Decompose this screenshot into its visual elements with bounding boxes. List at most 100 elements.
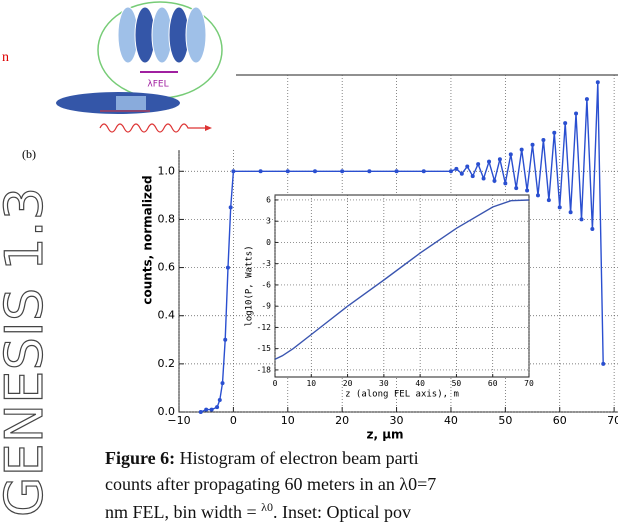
data-point [231,169,236,174]
data-point [519,147,524,152]
panel-label: (b) [22,147,36,161]
data-point [228,205,233,210]
data-point [223,337,228,342]
data-point [579,217,584,222]
data-point [525,188,530,193]
y-tick-label: 0.4 [158,309,176,322]
data-point [535,193,540,198]
data-point [258,169,263,174]
wave [99,123,205,133]
data-point [448,169,453,174]
data-line [200,82,604,413]
x-tick-label: 10 [306,379,316,388]
y-axis-label: log10(P, Watts) [245,245,255,326]
x-tick-label: 50 [498,414,512,427]
x-tick-label: 50 [452,379,462,388]
data-point [470,174,475,179]
x-tick-label: 30 [379,379,389,388]
illustration: n λFEL (b) [0,0,236,161]
data-point [595,80,600,85]
data-point [584,97,589,102]
data-point [340,169,345,174]
y-tick-label: -15 [257,344,272,353]
data-point [503,181,508,186]
y-tick-label: 6 [266,195,271,204]
caption-line: nm FEL, bin width = λ0. Inset: Optical p… [105,500,411,523]
illustration-label: λFEL [147,80,168,90]
x-tick-label: 70 [524,379,534,388]
beam-slice [116,96,146,110]
y-tick-label: 0.2 [158,357,176,370]
caption-symbol: λ0 [261,500,273,514]
data-point [563,121,568,126]
data-point [487,159,492,164]
data-point [312,169,317,174]
data-point [541,137,546,142]
data-point [198,410,203,414]
data-point [204,407,209,412]
data-point [557,205,562,210]
y-tick-label: -3 [261,259,271,268]
caption-line: Figure 6: Histogram of electron beam par… [105,448,419,469]
wave-arrow [205,125,212,131]
y-axis-label: counts, normalized [141,175,155,304]
y-tick-label: -12 [257,323,272,332]
data-point [217,397,222,402]
x-tick-label: 20 [335,414,349,427]
x-tick-label: −10 [167,414,190,427]
data-point [590,227,595,232]
caption-text: nm FEL, bin width = [105,502,262,522]
y-tick-label: 0.6 [158,261,176,274]
data-line [274,199,530,360]
x-tick-label: 40 [415,379,425,388]
data-point [220,381,225,386]
x-tick-label: 20 [343,379,353,388]
data-point [601,361,606,366]
caption-lead: Figure 6: [105,448,176,468]
caption-line: counts after propagating 60 meters in an… [105,474,437,494]
data-point [215,405,220,410]
data-point [492,178,497,183]
data-point [454,166,459,171]
data-point [568,210,573,215]
data-point [459,171,464,176]
data-point [209,407,214,412]
x-tick-label: 30 [390,414,404,427]
microbunches [117,6,207,64]
data-point [552,130,557,135]
data-point [530,142,535,147]
caption-text: . Inset: Optical pov [272,502,411,522]
x-tick-label: 60 [553,414,567,427]
y-tick-label: 1.0 [158,164,176,177]
data-point [285,169,290,174]
data-point [225,265,230,270]
x-tick-label: 70 [607,414,618,427]
data-point [476,162,481,167]
x-tick-label: 0 [273,379,278,388]
y-tick-label: -9 [261,302,271,311]
data-point [421,169,426,174]
x-axis-label: z (along FEL axis), m [345,389,459,399]
y-tick-label: 0.8 [158,212,176,225]
margin-fragment: n [2,50,9,65]
data-point [497,157,502,162]
data-point [481,176,486,181]
y-tick-label: 0.0 [158,405,176,418]
y-tick-label: 0 [266,238,271,247]
data-point [367,169,372,174]
x-tick-label: 60 [488,379,498,388]
x-tick-label: 0 [230,414,237,427]
x-axis-label: z, µm [366,428,403,442]
y-tick-label: -6 [261,280,271,289]
y-tick-label: -18 [257,365,272,374]
data-point [508,152,513,157]
data-point [394,169,399,174]
data-point [574,111,579,116]
caption-text: Histogram of electron beam parti [175,448,419,468]
logo: GENESIS 1.3 [0,187,55,517]
x-tick-label: 10 [281,414,295,427]
data-point [546,198,551,203]
